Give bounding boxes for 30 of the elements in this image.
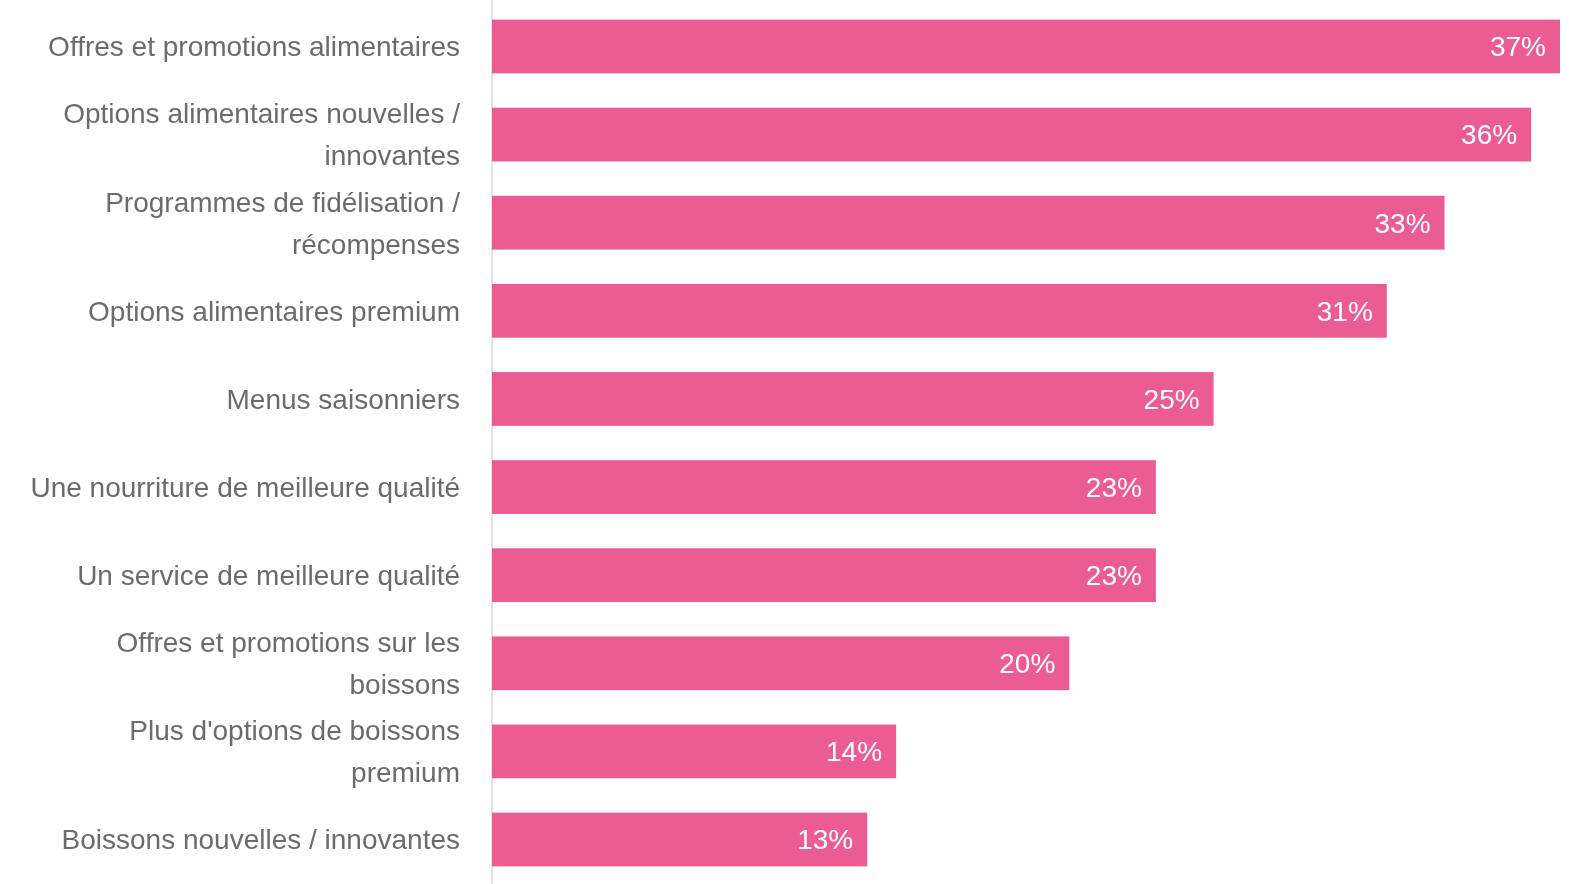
bar	[492, 19, 1560, 74]
y-tick-label: Un service de meilleure qualité	[77, 559, 460, 591]
data-label: 36%	[1461, 119, 1518, 151]
data-label: 33%	[1374, 207, 1431, 239]
bar	[492, 812, 868, 867]
y-tick-label: Menus saisonniers	[226, 383, 460, 415]
bar	[492, 460, 1156, 514]
data-label: 25%	[1143, 383, 1200, 415]
data-label: 14%	[826, 736, 883, 768]
y-tick-label: Offres et promotions sur les boissons	[116, 627, 460, 701]
bar	[492, 372, 1214, 426]
bar	[492, 195, 1445, 250]
y-tick-label: Offres et promotions alimentaires	[48, 31, 460, 63]
data-label: 13%	[797, 824, 854, 856]
y-tick-label: Plus d'options de boissons premium	[129, 715, 460, 789]
data-label: 31%	[1316, 295, 1373, 327]
data-label: 20%	[999, 648, 1056, 680]
bar	[492, 283, 1387, 338]
data-label: 37%	[1489, 31, 1546, 63]
data-label: 23%	[1085, 559, 1142, 591]
bar	[492, 724, 897, 779]
y-tick-label: Boissons nouvelles / innovantes	[61, 824, 460, 856]
y-tick-label: Une nourriture de meilleure qualité	[30, 471, 460, 503]
bar	[492, 107, 1532, 162]
y-tick-label: Options alimentaires premium	[88, 295, 460, 327]
bar	[492, 548, 1156, 603]
y-tick-label: Programmes de fidélisation / récompenses	[105, 186, 461, 260]
y-tick-label: Options alimentaires nouvelles / innovantes	[63, 98, 461, 172]
bar	[492, 636, 1070, 691]
data-label: 23%	[1085, 471, 1142, 503]
